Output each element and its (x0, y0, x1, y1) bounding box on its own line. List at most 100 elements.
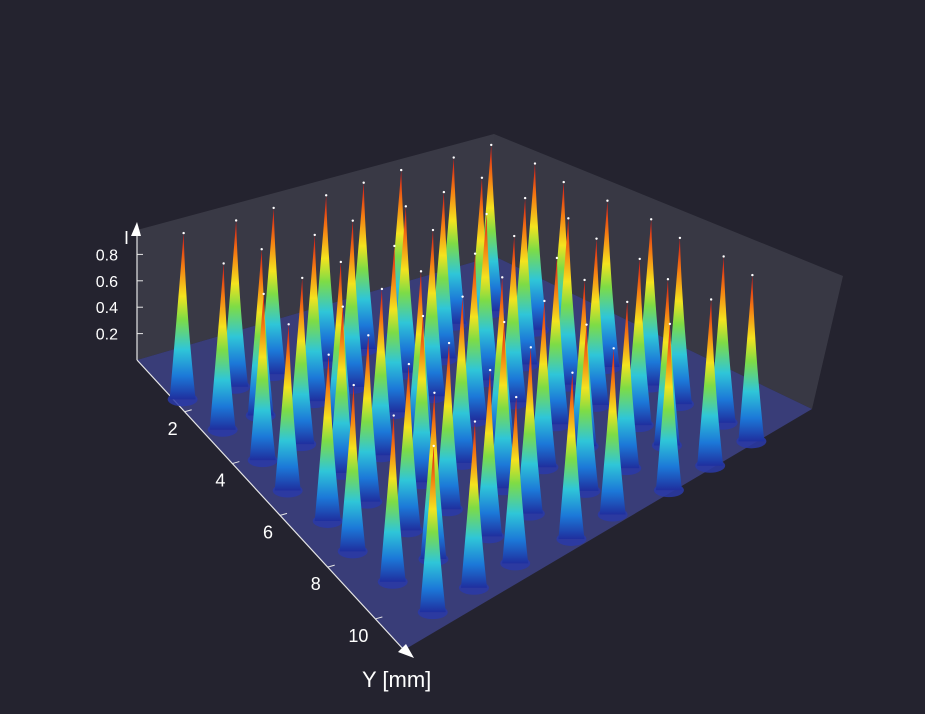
peak-tip (666, 278, 670, 281)
intensity-peak (625, 258, 652, 426)
intensity-peak (572, 324, 599, 491)
intensity-peak (697, 299, 724, 466)
peak-tip (352, 383, 355, 387)
intensity-peak (490, 322, 517, 489)
peak-tip (433, 391, 436, 394)
peak-tip (313, 233, 316, 237)
intensity-peak (259, 207, 286, 375)
peak-tip (571, 371, 574, 374)
peak-tip (555, 256, 559, 260)
peak-tip (442, 190, 446, 194)
peak-tip (533, 162, 537, 165)
peak-tip (503, 320, 506, 324)
z-axis-arrow-icon (131, 222, 141, 236)
y-tick-label: 2 (168, 419, 178, 439)
peak-tip (722, 255, 725, 258)
intensity-peak (665, 237, 692, 405)
peak-tip (351, 219, 354, 222)
intensity-peak (460, 421, 487, 588)
peak-tip (362, 181, 365, 184)
y-axis-line (136, 359, 405, 651)
y-axis-arrow-icon (398, 644, 414, 658)
peak-tip (751, 273, 754, 277)
peak-tip (595, 237, 598, 240)
intensity-peak (655, 323, 682, 491)
peak-tip (480, 176, 484, 179)
peak-tip (327, 353, 330, 356)
intensity-peak (288, 277, 315, 445)
intensity-peak (448, 296, 475, 463)
intensity-peak (209, 263, 236, 430)
peak-tip (380, 287, 384, 291)
intensity-peak (461, 253, 488, 420)
intensity-peak (613, 301, 640, 469)
intensity-peak (338, 220, 365, 387)
intensity-peak (169, 233, 196, 400)
y-axis-ticks: 2 4 6 8 10 (168, 409, 383, 646)
peak-tip (452, 156, 455, 159)
peak-tip (585, 323, 588, 326)
peak-tip (432, 444, 435, 448)
peak-tip (583, 278, 586, 282)
peak-tip (490, 143, 493, 147)
z-axis-ticks: 0.2 0.4 0.6 0.8 (96, 247, 143, 344)
z-tick-label: 0.2 (96, 327, 118, 344)
peak-tip (612, 347, 615, 350)
intensity-peak (274, 324, 301, 491)
peak-tip (234, 219, 238, 222)
z-axis-label: I (124, 228, 129, 248)
peak-tip (447, 341, 451, 345)
y-tick-mark (232, 461, 240, 465)
peak-tip (262, 292, 265, 296)
peak-tip (341, 305, 344, 308)
peak-tip (649, 218, 653, 221)
peak-tip (485, 212, 488, 216)
intensity-peak (408, 316, 435, 483)
peak-tip (272, 206, 275, 210)
intensity-peak (328, 306, 355, 473)
y-tick-mark (279, 512, 288, 516)
peak-tip (543, 299, 546, 303)
peak-tip (523, 196, 527, 200)
y-tick-label: 4 (215, 471, 225, 491)
intensity-peak (558, 372, 585, 539)
peak-array (167, 143, 767, 620)
y-tick-mark (184, 409, 192, 413)
intensity-peak (418, 230, 445, 397)
intensity-peak (367, 288, 394, 456)
intensity-peak (582, 238, 609, 405)
peak-tip (400, 168, 403, 172)
intensity-peak (542, 257, 569, 425)
peak-tip (668, 322, 672, 326)
y-tick-label: 10 (348, 626, 368, 646)
intensity-peak (314, 354, 341, 521)
intensity-peak (599, 348, 626, 515)
peak-tip (562, 180, 565, 184)
peak-tip (407, 362, 411, 366)
peak-tip (473, 252, 477, 255)
peak-tip (461, 295, 464, 298)
y-tick-label: 6 (263, 522, 273, 542)
peak-tip (421, 314, 425, 318)
intensity-peak (380, 245, 407, 413)
peak-tip (392, 414, 395, 417)
z-tick-label: 0.8 (96, 247, 118, 264)
back-wall-left (137, 134, 494, 360)
peak-tip (567, 217, 570, 220)
peak-tip (513, 234, 516, 238)
peak-tip (606, 199, 609, 202)
peak-tip (501, 276, 504, 279)
intensity-peak (394, 364, 421, 531)
peak-tip (529, 346, 533, 349)
y-tick-mark (375, 616, 383, 620)
intensity-peak (222, 220, 249, 387)
intensity-peak (249, 293, 276, 461)
intensity-peak (500, 236, 527, 403)
peak-tip (626, 300, 629, 304)
intensity-peak (738, 275, 765, 442)
intensity-peak (530, 300, 557, 468)
z-tick-label: 0.6 (96, 274, 118, 291)
intensity-peak (339, 385, 366, 552)
peak-tip (488, 368, 492, 372)
intensity-peak (379, 415, 406, 582)
